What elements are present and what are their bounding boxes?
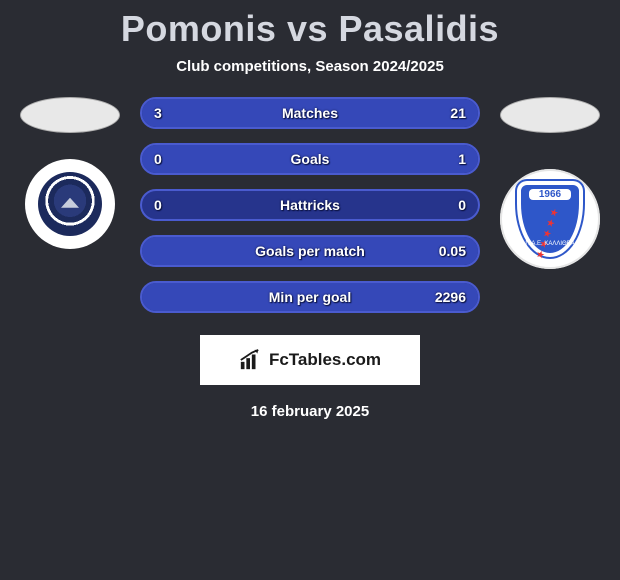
right-team-crest-icon: 1966 Π.Α.Ε. ΚΑΛΛΙΘΕΑ — [517, 181, 583, 257]
stat-label: Hattricks — [280, 197, 340, 213]
stat-value-right: 21 — [450, 105, 466, 121]
stat-value-right: 1 — [458, 151, 466, 167]
footer-date: 16 february 2025 — [251, 403, 369, 420]
brand-chart-icon — [239, 349, 261, 371]
stat-value-left: 0 — [154, 197, 162, 213]
right-team-badge[interactable]: 1966 Π.Α.Ε. ΚΑΛΛΙΘΕΑ — [500, 169, 600, 269]
stat-bar: 0 Goals 1 — [140, 143, 480, 175]
stat-bar: Goals per match 0.05 — [140, 235, 480, 267]
brand-link[interactable]: FcTables.com — [200, 335, 420, 385]
stat-value-left: 0 — [154, 151, 162, 167]
stats-bars: 3 Matches 21 0 Goals 1 0 Hattricks 0 Goals per ma… — [140, 97, 480, 313]
right-team-column: 1966 Π.Α.Ε. ΚΑΛΛΙΘΕΑ — [500, 97, 600, 269]
stat-bar-fill-left — [142, 99, 184, 127]
crest-ring-text: Π.Α.Ε. ΚΑΛΛΙΘΕΑ — [525, 241, 574, 247]
stat-value-left: 3 — [154, 105, 162, 121]
stat-value-right: 0 — [458, 197, 466, 213]
stat-bar: 3 Matches 21 — [140, 97, 480, 129]
main-row: 3 Matches 21 0 Goals 1 0 Hattricks 0 Goals per ma… — [0, 97, 620, 313]
crest-year: 1966 — [529, 189, 571, 200]
page-subtitle: Club competitions, Season 2024/2025 — [176, 58, 444, 75]
stat-value-right: 2296 — [435, 289, 466, 305]
stat-label: Goals — [291, 151, 330, 167]
stat-label: Matches — [282, 105, 338, 121]
crest-stars-icon — [543, 206, 557, 245]
left-team-column — [20, 97, 120, 249]
page-title: Pomonis vs Pasalidis — [121, 8, 499, 50]
stat-bar: Min per goal 2296 — [140, 281, 480, 313]
stat-label: Min per goal — [269, 289, 351, 305]
brand-text: FcTables.com — [269, 350, 381, 370]
left-country-flag — [20, 97, 120, 133]
comparison-card: Pomonis vs Pasalidis Club competitions, … — [0, 0, 620, 420]
stat-label: Goals per match — [255, 243, 365, 259]
stat-bar: 0 Hattricks 0 — [140, 189, 480, 221]
left-team-crest-icon — [38, 172, 102, 236]
left-team-badge[interactable] — [25, 159, 115, 249]
right-country-flag — [500, 97, 600, 133]
stat-value-right: 0.05 — [439, 243, 466, 259]
